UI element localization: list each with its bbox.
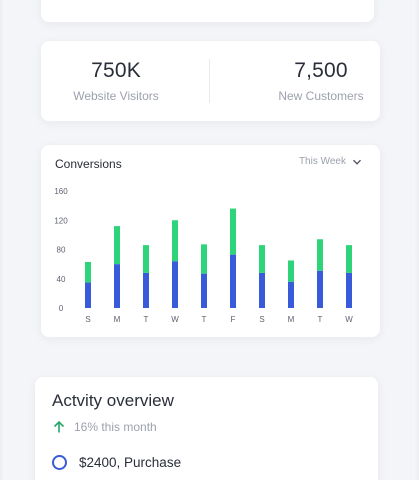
bar-segment-primary <box>143 272 149 308</box>
bar-segment-secondary <box>317 239 323 271</box>
stat-value: 7,500 <box>294 59 348 82</box>
period-label: This Week <box>298 156 346 167</box>
bar-segment-secondary <box>114 226 120 265</box>
x-tick-label: T <box>144 315 149 324</box>
y-tick-label: 120 <box>54 216 68 225</box>
x-tick-label: F <box>231 315 236 324</box>
bar-segment-primary <box>346 272 352 308</box>
x-tick-label: T <box>202 315 207 324</box>
circle-icon <box>52 455 67 470</box>
conversions-card: 0 40 80 120 160 S M T W T F S M T W Conversions This W… <box>41 145 380 337</box>
bar-segment-primary <box>114 264 120 308</box>
x-tick-label: M <box>288 315 295 324</box>
bar-segment-secondary <box>143 245 149 273</box>
bar-segment-primary <box>317 270 323 308</box>
chart-title: Conversions <box>55 157 122 171</box>
x-tick-label: M <box>114 315 121 324</box>
bar-segment-secondary <box>346 245 352 273</box>
x-tick-label: S <box>259 315 264 324</box>
bar-segment-secondary <box>85 261 91 283</box>
y-tick-label: 80 <box>57 246 66 255</box>
stat-value: 750K <box>91 59 141 82</box>
x-tick-label: S <box>85 315 90 324</box>
bar-segment-primary <box>288 281 294 308</box>
bar-segment-secondary <box>259 245 265 273</box>
activity-item[interactable]: $2400, Purchase <box>52 455 181 470</box>
bar-segment-secondary <box>201 244 207 274</box>
device-frame-left <box>0 0 6 480</box>
y-tick-label: 0 <box>59 304 64 313</box>
trend-indicator: 16% this month <box>52 420 157 434</box>
activity-item-text: $2400, Purchase <box>79 455 182 470</box>
bar-segment-primary <box>230 254 236 308</box>
bar-segment-secondary <box>288 260 294 282</box>
x-tick-label: T <box>318 315 323 324</box>
bar-segment-secondary <box>230 208 236 255</box>
y-tick-label: 160 <box>54 187 68 196</box>
x-tick-label: W <box>171 315 179 324</box>
bar-segment-primary <box>201 273 207 308</box>
stats-card: 750K Website Visitors 7,500 New Customer… <box>41 41 380 121</box>
stat-new-customers: 7,500 New Customers <box>271 59 371 103</box>
device-frame-right <box>413 0 419 480</box>
period-dropdown[interactable]: This Week <box>299 156 362 167</box>
activity-title: Actvity overview <box>52 391 174 410</box>
y-tick-label: 40 <box>57 275 66 284</box>
x-tick-label: W <box>345 315 353 324</box>
stat-divider <box>209 59 210 103</box>
arrow-up-icon <box>53 420 65 433</box>
trend-text: 16% this month <box>74 420 157 434</box>
stat-website-visitors: 750K Website Visitors <box>57 59 175 103</box>
stat-label: New Customers <box>278 89 364 103</box>
bar-segment-primary <box>85 282 91 308</box>
chevron-down-icon <box>353 159 361 165</box>
activity-overview-card: Actvity overview 16% this month $2400, P… <box>35 377 378 480</box>
stat-label: Website Visitors <box>73 89 159 103</box>
bar-segment-secondary <box>172 220 178 262</box>
conversions-chart: 0 40 80 120 160 S M T W T F S M T W <box>54 187 353 324</box>
bar-segment-primary <box>259 272 265 308</box>
bar-segment-primary <box>172 261 178 308</box>
overview-card <box>41 0 374 22</box>
